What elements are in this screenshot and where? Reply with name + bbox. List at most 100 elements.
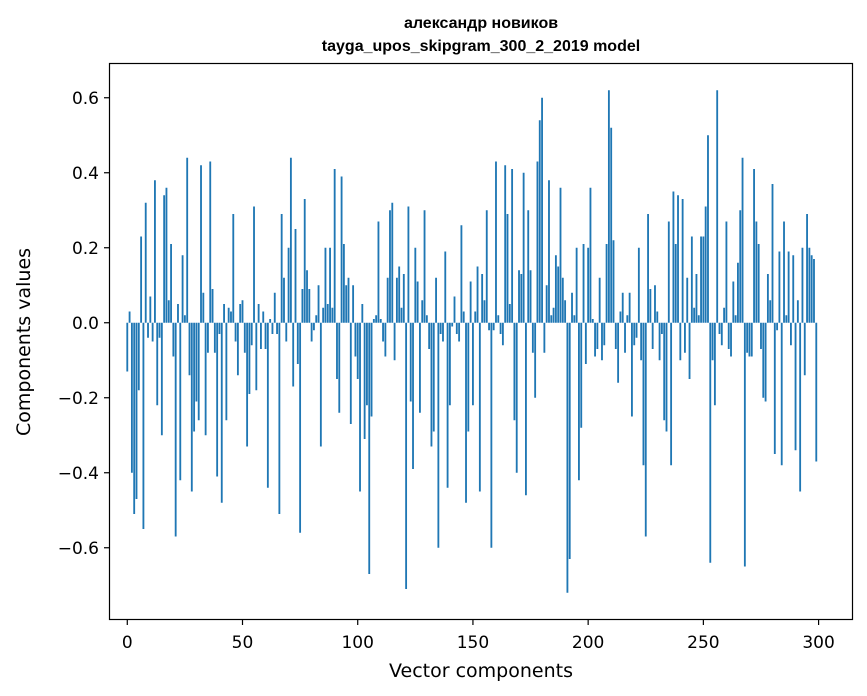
bar xyxy=(262,311,265,323)
bar xyxy=(416,281,419,323)
bar xyxy=(764,322,767,402)
y-tick-label: 0.0 xyxy=(72,314,99,334)
bar xyxy=(716,90,719,323)
bar xyxy=(444,251,447,323)
bar xyxy=(269,319,272,323)
bar xyxy=(144,202,147,323)
bar xyxy=(667,221,670,323)
bar xyxy=(725,221,728,323)
bar xyxy=(306,270,308,323)
bar xyxy=(780,322,783,466)
bar xyxy=(308,289,311,323)
bar xyxy=(631,322,633,417)
chart-title-line2: tayga_upos_skipgram_300_2_2019 model xyxy=(322,38,640,55)
bar xyxy=(741,157,744,323)
bar xyxy=(149,296,152,323)
bar xyxy=(766,274,769,323)
bar xyxy=(246,322,249,447)
bar xyxy=(299,322,302,533)
bar xyxy=(400,307,403,323)
bar xyxy=(739,210,742,323)
bar xyxy=(578,322,580,481)
bar xyxy=(665,322,668,432)
bar xyxy=(177,304,179,323)
bar xyxy=(248,322,251,394)
x-axis-label: Vector components xyxy=(389,660,573,682)
bar xyxy=(697,315,700,323)
bar xyxy=(389,210,391,323)
bar xyxy=(202,292,205,323)
bar xyxy=(209,161,212,323)
bar xyxy=(591,319,594,323)
bar xyxy=(460,225,463,323)
bar xyxy=(285,322,288,342)
bar xyxy=(566,322,569,593)
bar xyxy=(135,322,138,499)
bar xyxy=(239,304,242,323)
bar xyxy=(695,274,698,323)
bar xyxy=(442,322,444,342)
bar xyxy=(785,315,788,323)
bar xyxy=(142,322,145,529)
bar xyxy=(428,322,431,349)
y-tick-label: 0.6 xyxy=(72,89,99,109)
bar xyxy=(580,322,583,428)
bar xyxy=(750,322,753,357)
bar xyxy=(554,255,557,323)
bar xyxy=(352,285,355,323)
bar xyxy=(257,304,260,323)
bar xyxy=(296,322,299,364)
bar xyxy=(372,319,375,323)
bar xyxy=(520,274,523,323)
plot-area-frame xyxy=(108,62,854,621)
bar xyxy=(787,251,790,323)
bar xyxy=(508,304,511,323)
bar xyxy=(333,169,336,323)
bar xyxy=(294,229,297,323)
x-tick-label: 250 xyxy=(687,633,719,653)
bar xyxy=(253,206,255,323)
y-axis-label: Components values xyxy=(13,248,35,436)
bar xyxy=(633,322,636,346)
bar xyxy=(220,322,223,503)
bar xyxy=(732,281,735,323)
bar xyxy=(179,322,182,481)
bar xyxy=(241,300,244,323)
bar xyxy=(181,255,184,323)
bar xyxy=(746,322,749,353)
y-tick-label: 0.2 xyxy=(72,239,99,259)
bar xyxy=(534,322,537,398)
bar xyxy=(204,322,207,436)
bar xyxy=(213,322,216,353)
bar xyxy=(601,322,603,361)
bar xyxy=(195,322,198,402)
bar xyxy=(755,221,758,323)
bar xyxy=(573,315,576,323)
bar xyxy=(672,191,675,323)
bar xyxy=(183,315,186,323)
bar xyxy=(485,210,488,323)
bar xyxy=(753,169,755,323)
y-tick-label: −0.4 xyxy=(58,464,99,484)
bar xyxy=(236,322,239,376)
bar xyxy=(133,322,136,514)
bar xyxy=(810,255,813,323)
bar xyxy=(552,307,555,323)
bar xyxy=(361,304,364,323)
x-tick-label: 100 xyxy=(341,633,373,653)
bar xyxy=(271,322,274,334)
bar xyxy=(190,322,193,492)
bar xyxy=(197,322,200,421)
bar xyxy=(612,240,615,323)
bar xyxy=(794,322,797,451)
bar xyxy=(207,322,209,353)
bar xyxy=(499,322,502,334)
bar xyxy=(504,165,507,323)
bar xyxy=(446,322,449,488)
bar xyxy=(587,247,590,323)
bar xyxy=(647,214,649,323)
bar xyxy=(663,322,666,421)
bar xyxy=(432,322,435,432)
bar xyxy=(354,322,357,357)
bar xyxy=(467,322,470,432)
